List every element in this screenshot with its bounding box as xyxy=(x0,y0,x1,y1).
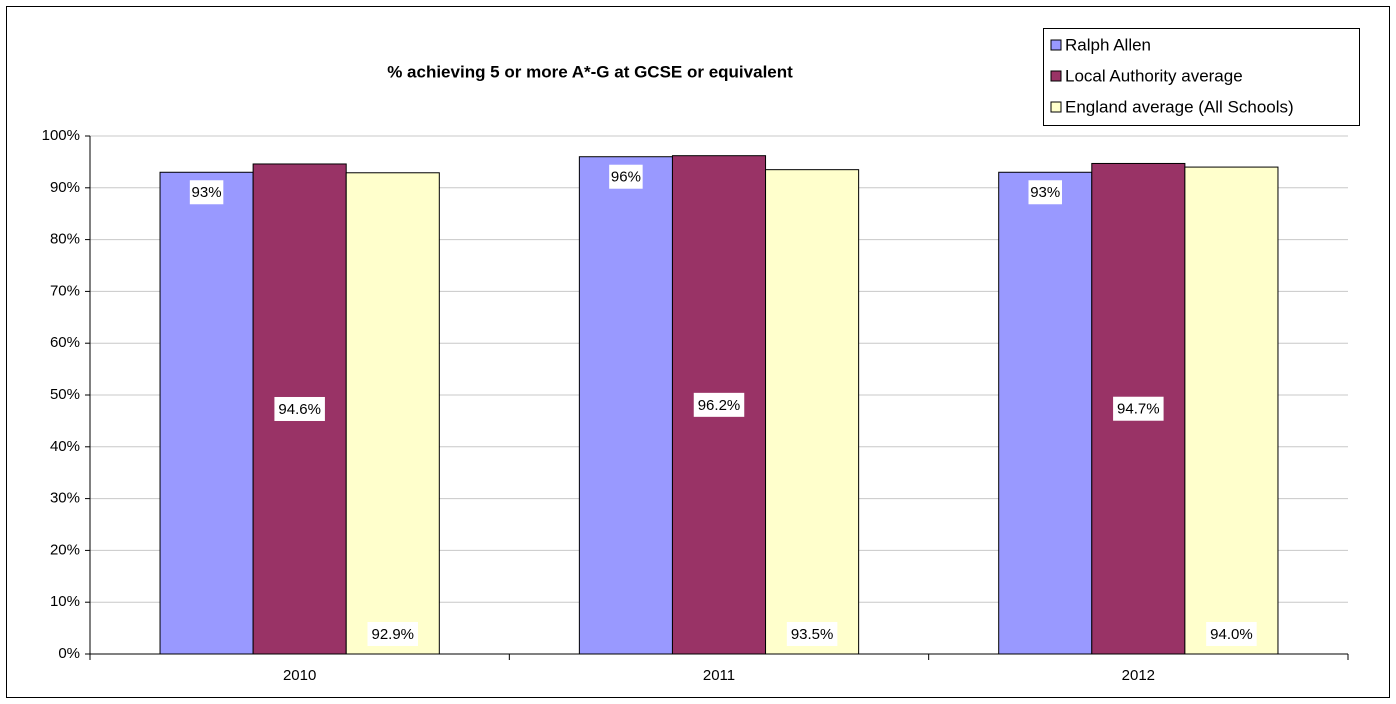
legend-label: England average (All Schools) xyxy=(1065,97,1294,116)
value-label: 94.0% xyxy=(1210,626,1253,643)
value-label: 96.2% xyxy=(698,397,741,414)
value-label-box xyxy=(1206,622,1257,646)
x-tick-label: 2011 xyxy=(703,667,735,684)
y-tick-label: 20% xyxy=(50,541,80,558)
value-label: 94.7% xyxy=(1117,401,1160,418)
value-label-box xyxy=(609,164,643,189)
legend-swatch xyxy=(1050,101,1062,113)
chart-title: % achieving 5 or more A*-G at GCSE or eq… xyxy=(387,62,793,81)
value-label: 92.9% xyxy=(371,626,414,643)
y-tick-label: 80% xyxy=(50,231,80,248)
value-label-box xyxy=(367,622,419,646)
value-label: 96% xyxy=(611,169,641,186)
value-label-box xyxy=(693,392,745,417)
y-tick-label: 30% xyxy=(50,490,80,507)
legend-swatch xyxy=(1050,70,1062,82)
legend-box xyxy=(1043,28,1360,126)
value-label: 94.6% xyxy=(278,401,321,418)
x-tick-label: 2010 xyxy=(283,667,316,684)
value-label-box xyxy=(274,396,325,421)
x-tick-label: 2012 xyxy=(1122,667,1155,684)
y-tick-label: 90% xyxy=(50,179,80,196)
legend-label: Local Authority average xyxy=(1065,66,1243,85)
bar xyxy=(998,171,1093,655)
y-tick-label: 100% xyxy=(42,127,80,144)
y-tick-label: 40% xyxy=(50,438,80,455)
value-label-box xyxy=(1113,396,1164,421)
y-tick-label: 0% xyxy=(58,645,80,662)
value-label: 93.5% xyxy=(791,626,834,643)
value-label: 93% xyxy=(1030,184,1060,201)
legend-label: Ralph Allen xyxy=(1065,35,1151,54)
value-label-box xyxy=(189,180,224,205)
bar xyxy=(1184,166,1279,655)
legend-swatch xyxy=(1050,39,1062,51)
bar xyxy=(345,172,440,655)
y-tick-label: 50% xyxy=(50,386,80,403)
value-label-box xyxy=(786,622,838,646)
y-tick-label: 10% xyxy=(50,593,80,610)
value-label: 93% xyxy=(192,184,222,201)
value-label-box xyxy=(1028,180,1062,205)
y-tick-label: 70% xyxy=(50,282,80,299)
bar xyxy=(159,171,254,655)
y-tick-label: 60% xyxy=(50,334,80,351)
bar xyxy=(578,156,673,655)
bar xyxy=(765,169,860,655)
